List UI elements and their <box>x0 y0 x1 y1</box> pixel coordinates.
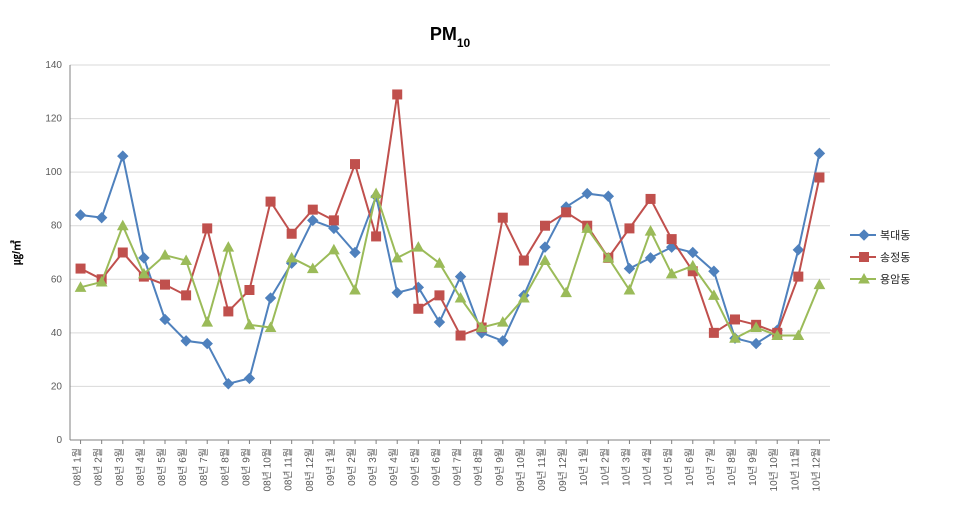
series-marker <box>224 307 233 316</box>
x-tick-label: 08년 9월 <box>240 448 252 486</box>
legend-label: 용암동 <box>880 273 910 286</box>
x-tick-label: 10년 11월 <box>789 448 801 491</box>
x-tick-label: 10년 3월 <box>620 448 632 486</box>
series-marker <box>435 291 444 300</box>
series-marker <box>329 216 338 225</box>
series-marker <box>287 229 296 238</box>
series-marker <box>182 291 191 300</box>
y-axis-label: ㎍/㎥ <box>9 240 24 265</box>
x-tick-label: 08년 11월 <box>283 448 295 491</box>
series-marker <box>667 235 676 244</box>
series-marker <box>76 264 85 273</box>
legend-marker <box>860 253 869 262</box>
x-tick-label: 09년 12월 <box>557 448 569 491</box>
series-marker <box>245 286 254 295</box>
x-tick-label: 09년 7월 <box>452 448 464 486</box>
x-tick-label: 10년 2월 <box>599 448 611 486</box>
x-tick-label: 08년 6월 <box>177 448 189 486</box>
series-marker <box>203 224 212 233</box>
series-marker <box>118 248 127 257</box>
pm10-chart: 0 20 40 60 80 100 120 140 08년 1월 08년 2월 08년 3월 08년 … <box>0 0 962 531</box>
series-marker <box>541 221 550 230</box>
x-tick-label: 10년 9월 <box>747 448 759 486</box>
series-marker <box>266 197 275 206</box>
series-marker <box>308 205 317 214</box>
series-marker <box>351 160 360 169</box>
y-tick-label: 120 <box>45 114 62 125</box>
x-tick-label: 08년 12월 <box>304 448 316 491</box>
x-tick-label: 08년 3월 <box>114 448 126 486</box>
chart-title: PM10 <box>430 24 471 50</box>
series-marker <box>414 304 423 313</box>
series-marker <box>709 328 718 337</box>
series-marker <box>562 208 571 217</box>
x-tick-label: 08년 1월 <box>72 448 84 486</box>
legend-label: 복대동 <box>880 229 910 242</box>
x-tick-label: 08년 2월 <box>93 448 105 486</box>
x-tick-label: 10년 4월 <box>642 448 654 486</box>
x-tick-label: 08년 5월 <box>156 448 168 486</box>
series-marker <box>731 315 740 324</box>
series-marker <box>646 194 655 203</box>
x-tick-label: 10년 5월 <box>663 448 675 486</box>
x-tick-label: 10년 7월 <box>705 448 717 486</box>
series-marker <box>625 224 634 233</box>
y-tick-label: 100 <box>45 167 62 178</box>
x-tick-label: 09년 10월 <box>515 448 527 491</box>
x-tick-label: 08년 7월 <box>198 448 210 486</box>
x-tick-label: 10년 6월 <box>684 448 696 486</box>
x-tick-label: 09년 2월 <box>346 448 358 486</box>
y-tick-label: 80 <box>51 221 63 232</box>
series-marker <box>161 280 170 289</box>
x-tick-label: 08년 8월 <box>219 448 231 486</box>
x-tick-label: 09년 5월 <box>409 448 421 486</box>
x-tick-label: 08년 4월 <box>135 448 147 486</box>
y-tick-label: 40 <box>51 328 63 339</box>
series-marker <box>393 90 402 99</box>
series-marker <box>794 272 803 281</box>
x-tick-label: 09년 8월 <box>473 448 485 486</box>
x-tick-label: 10년 8월 <box>726 448 738 486</box>
y-tick-label: 20 <box>51 381 63 392</box>
y-tick-label: 0 <box>56 435 62 446</box>
x-tick-label: 08년 10월 <box>262 448 274 491</box>
chart-svg: 0 20 40 60 80 100 120 140 08년 1월 08년 2월 08년 3월 08년 … <box>0 0 962 531</box>
x-tick-label: 09년 6월 <box>430 448 442 486</box>
series-marker <box>372 232 381 241</box>
x-tick-label: 09년 4월 <box>388 448 400 486</box>
x-tick-label: 10년 10월 <box>768 448 780 491</box>
series-marker <box>519 256 528 265</box>
legend-label: 송정동 <box>880 251 910 264</box>
series-marker <box>815 173 824 182</box>
series-marker <box>498 213 507 222</box>
x-tick-label: 09년 9월 <box>494 448 506 486</box>
legend-marker <box>859 230 869 240</box>
x-tick-label: 10년 12월 <box>810 448 822 491</box>
y-tick-label: 60 <box>51 274 63 285</box>
y-tick-label: 140 <box>45 60 62 71</box>
x-tick-label: 10년 1월 <box>578 448 590 486</box>
x-tick-label: 09년 3월 <box>367 448 379 486</box>
x-tick-label: 09년 1월 <box>325 448 337 486</box>
x-tick-label: 09년 11월 <box>536 448 548 491</box>
series-marker <box>456 331 465 340</box>
